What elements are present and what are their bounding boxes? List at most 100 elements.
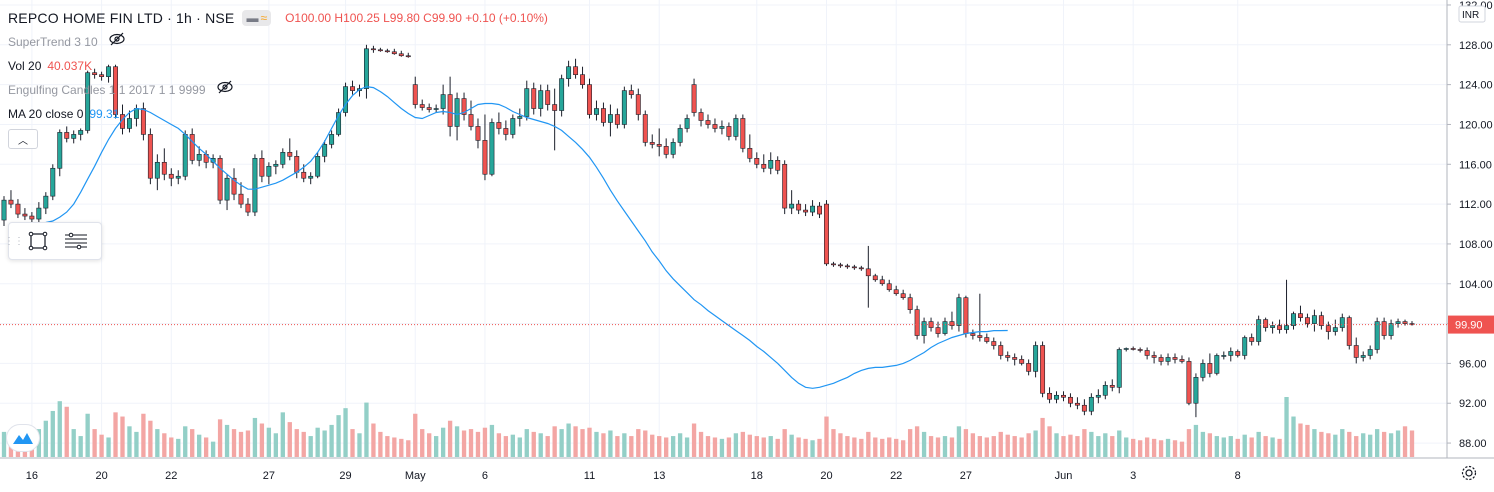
candle-body: [1033, 345, 1039, 372]
candle-body: [377, 49, 383, 52]
candle: [1325, 321, 1331, 340]
volume-bar: [1402, 426, 1408, 457]
y-tick-label: 112.00: [1459, 199, 1492, 211]
volume-bar: [566, 423, 571, 457]
eye-crossed-icon[interactable]: [108, 30, 126, 54]
volume-bar: [461, 430, 467, 457]
volume-bar: [1151, 438, 1157, 457]
volume-bar: [587, 427, 592, 457]
candle-body: [670, 142, 676, 155]
candle-body: [719, 126, 725, 129]
candle: [510, 114, 516, 139]
currency-box: [1458, 5, 1486, 23]
candle-body: [545, 90, 551, 105]
candle: [1409, 321, 1415, 326]
candle: [900, 289, 906, 300]
volume-bar: [329, 424, 334, 457]
candle: [775, 156, 781, 175]
volume-bar: [1256, 431, 1261, 457]
volume-bar: [1068, 434, 1073, 457]
candle: [1116, 347, 1122, 394]
candle: [907, 293, 913, 314]
volume-bar: [496, 433, 502, 457]
volume-bar: [50, 410, 55, 457]
candle: [85, 70, 91, 134]
tradingview-logo-icon[interactable]: [6, 424, 40, 452]
candle-body: [329, 134, 335, 145]
candle: [1061, 391, 1066, 402]
floating-drawing-toolbar[interactable]: ⋮⋮: [4, 222, 102, 260]
volume-bar: [280, 412, 285, 457]
volume-bar: [894, 438, 899, 457]
volume-bar: [1005, 434, 1010, 457]
candle-body: [684, 118, 690, 129]
candle-body: [489, 122, 495, 175]
candle-body: [22, 213, 28, 217]
volume-bar: [440, 427, 446, 457]
volume-bar: [343, 408, 348, 457]
candle: [886, 279, 892, 292]
candle-body: [768, 160, 774, 169]
candle: [405, 52, 411, 58]
collapse-legend-button[interactable]: ︿: [8, 129, 38, 149]
candle: [15, 199, 21, 219]
candle: [1284, 279, 1289, 334]
eye-crossed-icon[interactable]: [216, 78, 234, 102]
candle-body: [517, 116, 523, 119]
settings-lines-icon: [65, 232, 87, 250]
candle-body: [1151, 355, 1157, 358]
volume-bar: [447, 420, 453, 457]
candle: [691, 78, 697, 117]
candle-body: [322, 144, 328, 157]
candle: [1339, 313, 1345, 332]
volume-bar: [880, 438, 885, 457]
candle-body: [872, 275, 878, 281]
settings-lines-button[interactable]: [57, 223, 95, 259]
volume-bar: [190, 429, 195, 457]
candle: [468, 100, 474, 131]
drag-handle-icon[interactable]: ⋮⋮: [4, 235, 24, 247]
candle: [1172, 353, 1178, 364]
candle-body: [217, 158, 223, 201]
candle: [140, 102, 146, 141]
volume-bar: [754, 436, 759, 457]
volume-bar: [1082, 429, 1087, 457]
candle: [747, 134, 753, 163]
candle: [935, 321, 941, 338]
candle-body: [628, 90, 634, 95]
rectangle-tool-button[interactable]: [19, 223, 57, 259]
plot-background: [0, 0, 1447, 458]
candle: [872, 273, 878, 282]
y-tick-label: 92.00: [1459, 398, 1487, 410]
candle: [1298, 305, 1303, 322]
volume-bar: [1200, 431, 1206, 457]
volume-bar: [1075, 436, 1080, 457]
candle-body: [1249, 337, 1255, 342]
symbol-title[interactable]: REPCO HOME FIN LTD · 1h · NSE: [8, 10, 235, 26]
candle-body: [454, 98, 460, 127]
volume-bar: [364, 402, 369, 457]
candle-body: [1012, 357, 1018, 360]
candle-body: [1165, 357, 1171, 362]
quick-toggle-pill[interactable]: ▬ ≈: [242, 10, 272, 26]
indicator-row-supertrend[interactable]: SuperTrend 3 10: [8, 30, 548, 54]
volume-bar: [594, 431, 599, 457]
volume-bar: [301, 431, 306, 457]
candle: [1137, 347, 1143, 353]
gear-icon[interactable]: [1459, 463, 1479, 483]
candle-body: [1109, 385, 1115, 388]
indicator-row-engulfing[interactable]: Engulfing Candles 1 1 2017 1 1 9999: [8, 78, 548, 102]
candle-body: [301, 171, 307, 179]
volume-bar: [1131, 438, 1136, 457]
last-price-label: 99.90: [1455, 320, 1483, 332]
candle-body: [782, 163, 788, 209]
indicator-row-ma[interactable]: MA 20 close 0 99.31: [8, 102, 548, 126]
candle: [1311, 309, 1317, 332]
candle-body: [1242, 337, 1248, 356]
volume-bar: [1312, 429, 1317, 457]
candle-body: [817, 205, 822, 215]
indicator-row-volume[interactable]: Vol 20 40.037K: [8, 54, 548, 78]
volume-bar: [608, 430, 613, 457]
